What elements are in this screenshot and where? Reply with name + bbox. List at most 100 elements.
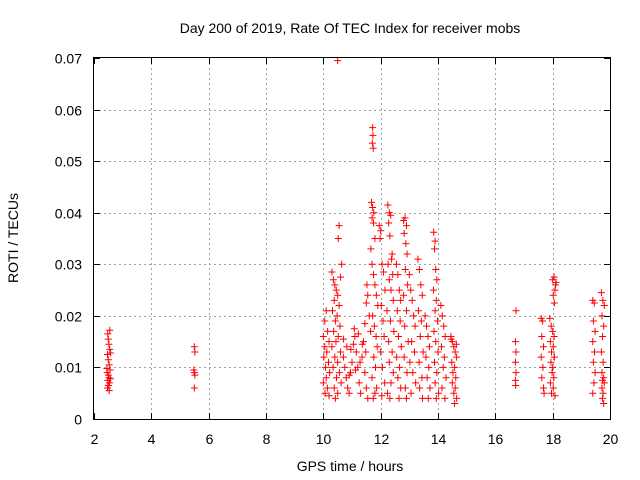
data-point (424, 332, 432, 340)
data-point (549, 291, 557, 299)
data-point (397, 296, 405, 304)
data-point (551, 392, 559, 400)
data-point (423, 374, 431, 382)
data-point (333, 312, 341, 320)
data-point (389, 296, 397, 304)
data-point (440, 353, 448, 361)
data-point (599, 332, 607, 340)
data-point (599, 389, 607, 397)
data-point (105, 387, 113, 395)
data-point (547, 358, 555, 366)
data-point (335, 302, 343, 310)
data-point (323, 348, 331, 356)
data-point (409, 369, 417, 377)
data-point (597, 289, 605, 297)
data-point (369, 394, 377, 402)
data-point (378, 260, 386, 268)
data-point (589, 358, 597, 366)
y-tick-label: 0.02 (55, 309, 82, 325)
data-point (549, 343, 557, 351)
data-point (387, 211, 395, 219)
data-point (321, 317, 329, 325)
data-point (343, 343, 351, 351)
data-point (383, 307, 391, 315)
data-point (369, 312, 377, 320)
data-point (551, 286, 559, 294)
data-point (548, 348, 556, 356)
data-point (412, 379, 420, 387)
data-point (549, 327, 557, 335)
data-point (387, 379, 395, 387)
data-point (599, 296, 607, 304)
data-point (338, 260, 346, 268)
data-point (438, 312, 446, 320)
data-point (334, 291, 342, 299)
data-point (368, 139, 376, 147)
data-point (416, 332, 424, 340)
data-point (330, 296, 338, 304)
data-point (330, 327, 338, 335)
data-point (432, 265, 440, 273)
data-point (432, 394, 440, 402)
data-point (400, 353, 408, 361)
data-point (380, 332, 388, 340)
data-point (326, 369, 334, 377)
data-point (349, 340, 357, 348)
data-point (369, 131, 377, 139)
data-point (415, 358, 423, 366)
y-axis-label: ROTI / TECUs (5, 193, 21, 283)
data-point (324, 358, 332, 366)
data-point (369, 144, 377, 152)
data-point (404, 281, 412, 289)
data-point (600, 322, 608, 330)
data-point (319, 332, 327, 340)
data-point (368, 214, 376, 222)
data-point (433, 276, 441, 284)
data-point (512, 348, 520, 356)
y-tick-label: 0.03 (55, 257, 82, 273)
data-point (437, 302, 445, 310)
data-point (599, 358, 607, 366)
data-point (387, 286, 395, 294)
data-point (328, 268, 336, 276)
data-point (367, 245, 375, 253)
data-point (331, 353, 339, 361)
data-point (361, 320, 369, 328)
data-point (397, 343, 405, 351)
data-point (386, 232, 394, 240)
data-point (452, 374, 460, 382)
data-point (589, 338, 597, 346)
data-point (401, 265, 409, 273)
data-point (362, 348, 370, 356)
data-point (377, 302, 385, 310)
data-point (433, 369, 441, 377)
data-point (418, 291, 426, 299)
data-point (335, 222, 343, 230)
data-point (370, 219, 377, 227)
data-point (408, 338, 416, 346)
data-point (368, 260, 376, 268)
data-point (548, 369, 556, 377)
data-point (319, 379, 327, 387)
data-point (389, 369, 397, 377)
data-point (362, 384, 370, 392)
x-tick-label: 2 (91, 431, 99, 447)
data-point (447, 335, 455, 343)
data-point (432, 296, 440, 304)
data-point (367, 327, 375, 335)
data-point (191, 348, 199, 356)
data-point (384, 201, 392, 209)
y-tick-label: 0 (74, 412, 82, 428)
data-point (394, 271, 402, 279)
data-point (431, 307, 439, 315)
data-point (402, 394, 410, 402)
data-point (396, 317, 404, 325)
data-point (440, 322, 448, 330)
data-point (344, 384, 352, 392)
data-point (408, 296, 416, 304)
data-point (390, 327, 398, 335)
data-point (414, 255, 422, 263)
data-point (431, 237, 439, 245)
data-point (449, 369, 457, 377)
